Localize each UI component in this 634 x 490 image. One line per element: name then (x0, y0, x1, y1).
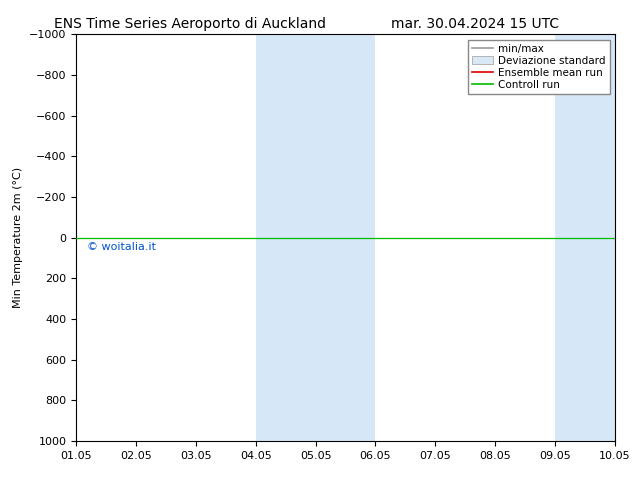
Y-axis label: Min Temperature 2m (°C): Min Temperature 2m (°C) (13, 167, 23, 308)
Bar (256, 34, 316, 441)
Legend: min/max, Deviazione standard, Ensemble mean run, Controll run: min/max, Deviazione standard, Ensemble m… (468, 40, 610, 94)
Text: ENS Time Series Aeroporto di Auckland: ENS Time Series Aeroporto di Auckland (54, 17, 327, 31)
Bar (316, 34, 375, 441)
Text: © woitalia.it: © woitalia.it (87, 242, 156, 252)
Bar (555, 34, 615, 441)
Text: mar. 30.04.2024 15 UTC: mar. 30.04.2024 15 UTC (391, 17, 560, 31)
